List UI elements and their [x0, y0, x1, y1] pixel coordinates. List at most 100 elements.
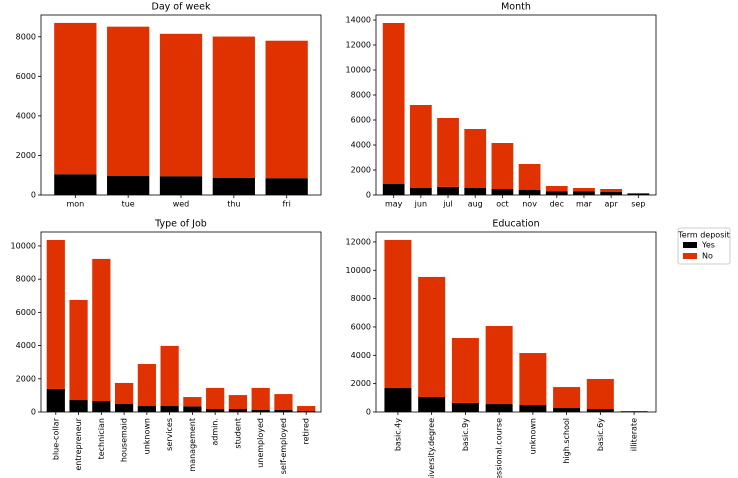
bar	[600, 192, 623, 195]
y-tick-label: 0	[366, 408, 371, 417]
y-tick-label: 14000	[346, 16, 371, 25]
bar	[54, 174, 97, 195]
x-tick-label: jul	[442, 200, 453, 209]
bar	[274, 410, 293, 412]
chart-title: Month	[501, 2, 531, 13]
bar	[418, 276, 446, 397]
x-tick-label: dec	[550, 200, 564, 209]
x-tick-label: unknown	[528, 418, 537, 454]
bar	[297, 411, 316, 412]
bar	[114, 382, 134, 405]
bar	[265, 40, 308, 179]
bar	[620, 411, 648, 412]
y-tick-label: 12000	[346, 237, 371, 246]
y-tick-label: 0	[31, 408, 36, 417]
y-tick-label: 4000	[16, 341, 36, 350]
bar	[265, 178, 308, 195]
x-tick-label: housemaid	[120, 418, 129, 462]
x-tick-label: jun	[414, 200, 427, 209]
y-tick-label: 4000	[351, 351, 371, 360]
bar	[573, 188, 595, 192]
bar	[464, 129, 487, 188]
x-tick-label: nov	[522, 200, 537, 209]
x-tick-label: admin.	[211, 418, 220, 446]
x-tick-label: apr	[605, 200, 619, 209]
bar	[418, 396, 446, 412]
bar	[69, 400, 88, 412]
bar	[46, 388, 65, 412]
legend-title: Term deposit	[677, 231, 729, 240]
bar	[409, 188, 432, 195]
bar	[451, 338, 479, 403]
bar	[485, 404, 513, 412]
x-tick-label: self-employed	[279, 418, 288, 474]
bar	[107, 26, 150, 177]
subplot: Type of Job 0 2000 4000 6000 8000 10000 blue-co…	[11, 219, 322, 474]
x-tick-label: basic.9y	[461, 418, 470, 451]
x-tick-label: may	[385, 200, 403, 209]
bar	[137, 406, 156, 412]
x-tick-label: unemployed	[256, 418, 265, 468]
bar	[519, 353, 547, 406]
y-tick-label: 2000	[351, 166, 371, 175]
subplot: Month 0 2000 4000 6000 8000 10000 12000 14000 may…	[346, 2, 657, 209]
bar	[586, 409, 614, 412]
bar	[545, 191, 568, 195]
bar	[137, 364, 156, 407]
y-tick-label: 2000	[351, 379, 371, 388]
legend-swatch	[683, 253, 697, 259]
legend-swatch	[683, 242, 697, 248]
bar	[573, 191, 595, 195]
bar	[46, 239, 65, 389]
x-tick-label: retired	[302, 418, 311, 445]
bar	[382, 23, 405, 184]
bar	[627, 194, 650, 195]
x-tick-label: wed	[173, 200, 190, 209]
legend-label: No	[702, 252, 713, 261]
y-tick-label: 6000	[16, 308, 36, 317]
x-tick-label: student	[233, 418, 242, 449]
y-tick-label: 6000	[351, 322, 371, 331]
x-tick-label: aug	[468, 200, 483, 209]
x-tick-label: blue-collar	[51, 417, 60, 460]
bar	[409, 105, 432, 188]
bar	[627, 193, 650, 194]
bar	[586, 378, 614, 410]
bar	[297, 406, 316, 412]
legend-label: Yes	[701, 241, 715, 250]
bar	[384, 239, 412, 389]
subplot: Education 0 2000 4000 6000 8000 10000 12000 basi…	[346, 219, 657, 478]
y-tick-label: 0	[31, 191, 36, 200]
bar	[464, 188, 487, 195]
bar	[382, 184, 405, 195]
bar	[600, 189, 623, 192]
x-tick-label: sep	[631, 200, 645, 209]
bar	[485, 325, 513, 405]
bar	[69, 299, 88, 401]
bar	[160, 345, 179, 407]
axes-frame	[375, 14, 657, 196]
chart-title: Day of week	[152, 2, 211, 13]
x-tick-label: high.school	[562, 418, 571, 464]
chart-title: Type of Job	[154, 219, 207, 230]
bar	[518, 164, 541, 190]
bar	[491, 143, 514, 189]
x-tick-label: unknown	[142, 418, 151, 454]
y-tick-label: 2000	[16, 151, 36, 160]
y-tick-label: 12000	[346, 41, 371, 50]
bar	[251, 410, 270, 412]
bar	[274, 394, 293, 411]
x-tick-label: mon	[66, 200, 84, 209]
y-tick-label: 8000	[16, 275, 36, 284]
axes-frame	[375, 231, 657, 413]
x-tick-label: entrepreneur	[74, 417, 83, 470]
y-tick-label: 8000	[351, 91, 371, 100]
x-tick-label: basic.6y	[596, 418, 605, 451]
x-tick-label: tue	[122, 200, 135, 209]
y-tick-label: 10000	[346, 66, 371, 75]
x-tick-label: university.degree	[427, 418, 436, 478]
bar	[228, 395, 248, 410]
bar	[92, 258, 111, 402]
